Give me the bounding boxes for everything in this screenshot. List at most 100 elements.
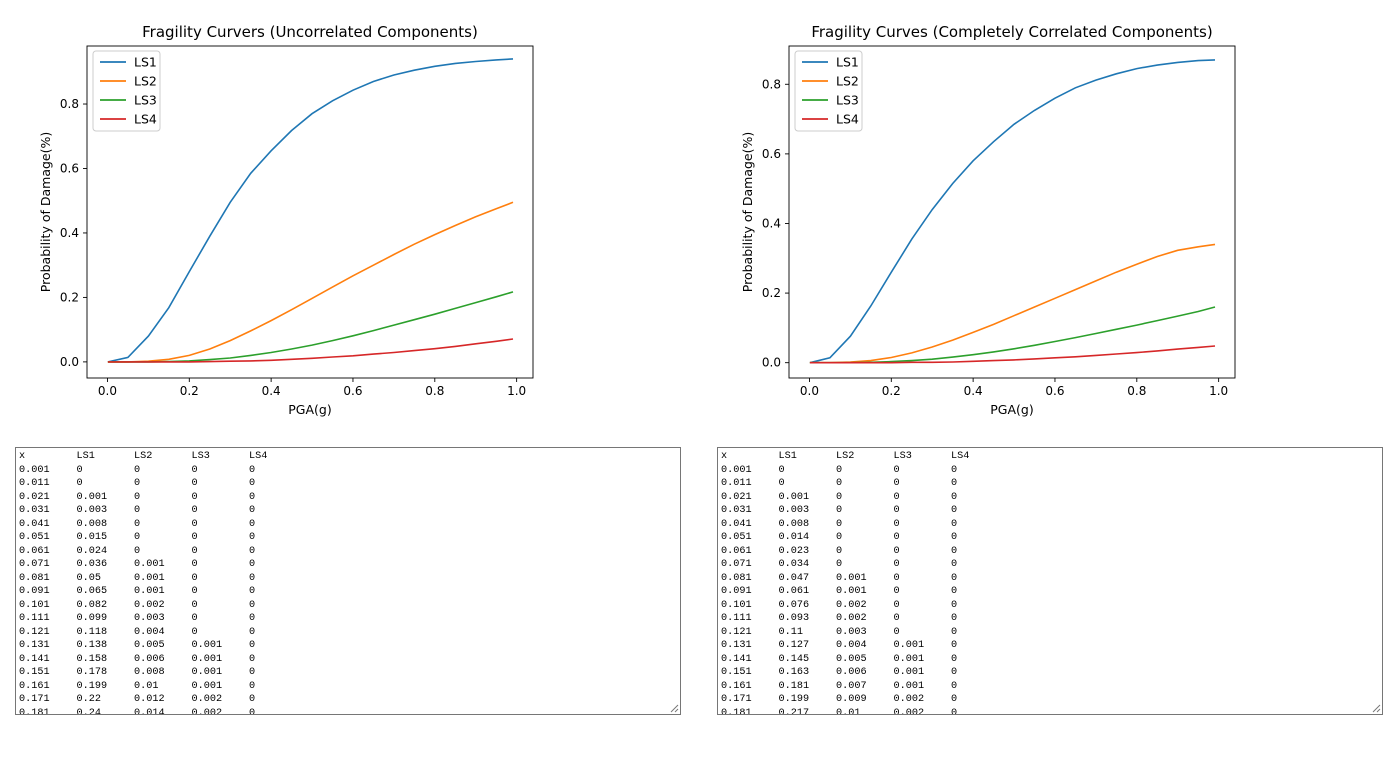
table-cell: 0.099 [76, 613, 108, 624]
y-tick-label: 0.0 [60, 355, 79, 369]
resize-grip-icon[interactable] [1372, 704, 1381, 713]
table-cell: 0 [951, 505, 958, 516]
table-row: 0.001 0 0 0 0 [721, 464, 1379, 478]
table-cell: 0 [249, 518, 256, 530]
table-cell: 0 [951, 707, 958, 715]
table-cell: 0 [76, 464, 83, 476]
table-cell: 0 [951, 613, 958, 624]
uncorrelated-values-textarea[interactable]: x LS1 LS2 LS3 LS4 0.001 0 0 0 0 0.011 0 0 0 0 0.021 0.00… [15, 447, 681, 715]
table-cell: 0 [893, 572, 900, 584]
table-cell: 0 [249, 667, 256, 678]
chart-correlated: Fragility Curves (Completely Correlated … [702, 0, 1400, 430]
x-tick-label: 0.0 [800, 384, 819, 398]
table-cell: 0.009 [836, 694, 867, 705]
table-cell: 0 [893, 545, 900, 557]
table-cell: 0.163 [778, 667, 810, 678]
table-row: 0.001 0 0 0 0 [19, 464, 677, 478]
table-row: 0.181 0.24 0.014 0.002 0 [19, 707, 677, 715]
x-tick-label: 1.0 [507, 384, 526, 398]
table-cell: 0.005 [836, 653, 867, 665]
table-cell: 0 [134, 545, 141, 557]
table-cell: 0 [134, 505, 141, 516]
table-cell: 0.001 [893, 640, 925, 651]
table-cell: 0.011 [19, 478, 50, 489]
table-row: 0.081 0.047 0.001 0 0 [721, 572, 1379, 586]
table-cell: 0.001 [191, 667, 223, 678]
table-cell: 0 [778, 478, 785, 489]
table-cell: 0.031 [721, 505, 752, 516]
table-cell: 0.061 [721, 545, 752, 557]
table-cell: 0.002 [836, 599, 867, 611]
table-cell: 0 [893, 532, 900, 543]
legend-box [794, 50, 863, 132]
x-tick-label: 0.4 [964, 384, 983, 398]
table-cell: 0 [951, 545, 958, 557]
table-cell: 0 [76, 478, 83, 489]
legend-label: LS3 [134, 93, 157, 108]
table-cell: 0.002 [893, 707, 925, 715]
table-cell: 0 [893, 559, 900, 570]
table-cell: 0.003 [836, 626, 867, 638]
table-cell: 0.101 [19, 599, 50, 611]
table-row: 0.181 0.217 0.01 0.002 0 [721, 707, 1379, 715]
table-cell: 0.051 [721, 532, 752, 543]
table-row: 0.061 0.023 0 0 0 [721, 545, 1379, 559]
table-cell: 0.001 [134, 559, 165, 570]
table-header-row: x LS1 LS2 LS3 LS4 [721, 450, 1379, 464]
table-cell: 0.161 [19, 680, 50, 692]
table-cell: 0.001 [191, 640, 223, 651]
table-cell: LS3 [893, 451, 912, 462]
table-cell: 0.141 [19, 653, 50, 665]
table-cell: 0 [893, 491, 900, 503]
table-cell: 0 [836, 518, 843, 530]
table-cell: 0.127 [778, 640, 810, 651]
table-cell: 0.141 [721, 653, 752, 665]
table-cell: 0 [836, 491, 843, 503]
table-cell: 0 [836, 505, 843, 516]
x-tick-label: 0.2 [180, 384, 199, 398]
table-row: 0.091 0.061 0.001 0 0 [721, 585, 1379, 599]
table-cell: x [721, 451, 728, 462]
table-cell: 0 [134, 518, 141, 530]
chart-title: Fragility Curves (Completely Correlated … [811, 23, 1212, 41]
table-cell: 0 [893, 478, 900, 489]
table-row: 0.091 0.065 0.001 0 0 [19, 585, 677, 599]
table-cell: 0 [249, 694, 256, 705]
table-cell: 0.071 [19, 559, 50, 570]
table-cell: 0 [191, 505, 198, 516]
table-cell: 0 [951, 626, 958, 638]
table-cell: 0.051 [19, 532, 50, 543]
table-cell: 0.081 [19, 572, 50, 584]
table-cell: 0 [134, 478, 141, 489]
table-cell: 0 [191, 491, 198, 503]
table-cell: 0 [893, 599, 900, 611]
resize-grip-icon[interactable] [670, 704, 679, 713]
table-cell: 0.008 [778, 518, 810, 530]
table-cell: 0 [249, 680, 256, 692]
table-cell: 0.002 [893, 694, 925, 705]
table-cell: 0 [249, 626, 256, 638]
table-header-row: x LS1 LS2 LS3 LS4 [19, 450, 677, 464]
table-row: 0.171 0.22 0.012 0.002 0 [19, 693, 677, 707]
correlated-values-textarea[interactable]: x LS1 LS2 LS3 LS4 0.001 0 0 0 0 0.011 0 0 0 0 0.021 0.00… [717, 447, 1383, 715]
series-line-ls4 [809, 345, 1216, 364]
table-cell: 0.041 [721, 518, 752, 530]
table-row: 0.011 0 0 0 0 [721, 477, 1379, 491]
table-cell: 0.023 [778, 545, 810, 557]
series-line-ls1 [809, 59, 1216, 364]
legend-label: LS1 [134, 55, 157, 70]
table-cell: 0.061 [778, 586, 810, 597]
y-tick-label: 0.8 [60, 97, 79, 111]
chart-uncorrelated: Fragility Curvers (Uncorrelated Componen… [0, 0, 700, 430]
table-row: 0.171 0.199 0.009 0.002 0 [721, 693, 1379, 707]
table-cell: 0.001 [778, 491, 810, 503]
x-tick-label: 0.2 [882, 384, 901, 398]
table-row: 0.141 0.158 0.006 0.001 0 [19, 653, 677, 667]
table-row: 0.101 0.076 0.002 0 0 [721, 599, 1379, 613]
table-cell: 0.005 [134, 640, 165, 651]
x-tick-label: 0.8 [1127, 384, 1146, 398]
table-cell: 0.199 [76, 680, 108, 692]
table-cell: 0.001 [836, 572, 867, 584]
table-row: 0.031 0.003 0 0 0 [19, 504, 677, 518]
table-cell: 0.158 [76, 653, 108, 665]
